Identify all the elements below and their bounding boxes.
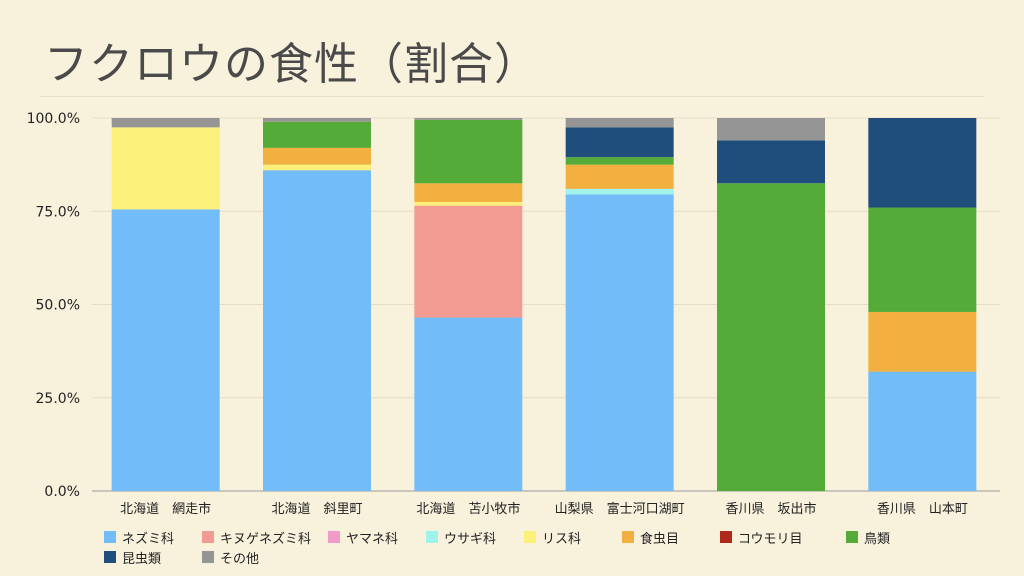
legend-label: リス科 [542,531,582,547]
legend-swatch [104,551,116,563]
bar-segment [868,207,977,312]
legend-label: ネズミ科 [122,531,175,547]
title-divider [40,96,984,97]
legend-item: 昆虫類 [104,548,202,567]
legend-swatch [524,531,536,543]
bar-segment [414,119,523,184]
bar-segment [565,164,674,189]
legend-label: 食虫目 [640,531,680,547]
legend-item: キヌゲネズミ科 [202,528,328,547]
bar-segment [111,118,220,128]
legend-item: ネズミ科 [104,528,202,547]
legend-label: その他 [220,551,260,567]
legend-label: ウサギ科 [444,531,497,547]
x-category-label: 北海道 苫小牧市 [416,501,520,517]
bar-segment [414,317,523,491]
x-category-label: 山梨県 富士河口湖町 [555,501,685,517]
bar-segment [717,183,825,491]
legend-label: ヤマネ科 [346,531,399,547]
legend-item: ヤマネ科 [328,528,426,547]
y-tick-label: 0.0% [44,484,80,500]
legend-item: コウモリ目 [720,528,846,547]
slide-title: フクロウの食性（割合） [44,39,539,90]
legend-swatch [202,531,214,543]
legend-item: 鳥類 [846,528,944,547]
bar-segment [717,140,825,184]
bar-segment [565,157,674,165]
bar-segment [263,121,371,148]
legend-item: リス科 [524,528,622,547]
legend-swatch [426,531,438,543]
bar-segment [263,118,371,122]
legend-label: 鳥類 [864,531,891,547]
bar-segment [868,311,977,372]
legend-swatch [202,551,214,563]
legend-item: その他 [202,548,300,567]
bar-segment [263,164,371,171]
legend-label: キヌゲネズミ科 [220,531,312,547]
bar-segment [414,183,523,202]
bar-segment [111,209,220,491]
x-category-label: 北海道 網走市 [120,501,211,517]
y-tick-label: 25.0% [36,391,80,407]
x-category-label: 香川県 山本町 [877,502,968,517]
bar-segment [868,118,977,208]
legend-item: ウサギ科 [426,528,524,547]
y-tick-label: 75.0% [36,204,80,220]
bar-segment [414,118,523,120]
bar-segment [263,147,371,165]
legend-label: コウモリ目 [738,531,803,547]
x-category-label: 香川県 坂出市 [725,501,816,517]
y-tick-label: 50.0% [36,298,80,314]
bar-segment [565,194,674,491]
chart-legend: ネズミ科 キヌゲネズミ科 ヤマネ科 ウサギ科 リス科 食虫目 コウモリ目 鳥類昆虫類 その他 [104,528,1004,567]
bar-segment [868,371,977,491]
bar-segment [717,118,825,141]
legend-swatch [104,531,116,543]
bar-segment [565,127,674,158]
legend-swatch [328,531,340,543]
y-tick-label: 100.0% [27,111,80,127]
bar-segment [414,205,523,318]
legend-label: 昆虫類 [122,551,162,567]
bar-segment [565,188,674,195]
bar-segment [565,118,674,128]
bar-segment [263,170,371,491]
legend-swatch [720,531,732,543]
legend-swatch [846,531,858,543]
legend-item: 食虫目 [622,528,720,547]
x-category-label: 北海道 斜里町 [271,502,362,517]
bar-segment [414,201,523,206]
bar-segment [111,127,220,210]
legend-swatch [622,531,634,543]
